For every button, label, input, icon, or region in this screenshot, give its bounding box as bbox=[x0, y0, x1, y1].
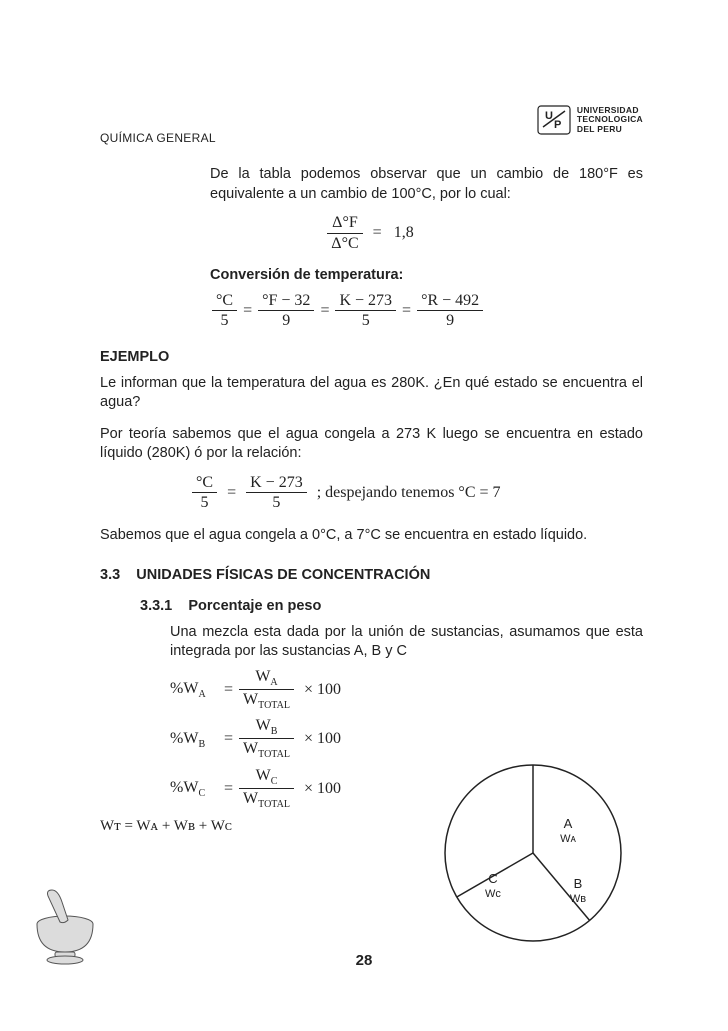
equals-sign: = bbox=[316, 302, 333, 319]
weight-formula-line: %WA=WAWTOTAL × 100 bbox=[170, 668, 643, 711]
eq-ex-lnum: °C bbox=[192, 474, 217, 494]
conversion-heading: Conversión de temperatura: bbox=[210, 266, 643, 286]
conv-term-den: 5 bbox=[212, 311, 237, 330]
eq-conversion-chain: °C5=°F − 329=K − 2735=°R − 4929 bbox=[210, 292, 643, 330]
eq-ratio-den: Δ°C bbox=[327, 234, 362, 253]
eq-ex-tail: ; despejando tenemos °C = 7 bbox=[313, 484, 505, 501]
course-title: QUÍMICA GENERAL bbox=[100, 130, 216, 146]
intro-paragraph: De la tabla podemos observar que un camb… bbox=[210, 165, 643, 204]
subsection-body: Una mezcla esta dada por la unión de sus… bbox=[170, 623, 643, 662]
subsection-title: Porcentaje en peso bbox=[188, 598, 321, 614]
eq-ex-rden: 5 bbox=[246, 493, 307, 512]
eq-ex-lden: 5 bbox=[192, 493, 217, 512]
eq-ratio-num: Δ°F bbox=[327, 214, 362, 234]
header-row: QUÍMICA GENERAL bbox=[100, 130, 643, 146]
conv-term-num: K − 273 bbox=[335, 292, 396, 312]
ejemplo-question: Le informan que la temperatura del agua … bbox=[100, 374, 643, 413]
svg-text:Wʙ: Wʙ bbox=[570, 893, 586, 905]
conv-term: °R − 4929 bbox=[417, 292, 483, 330]
equals-sign: = bbox=[398, 302, 415, 319]
conv-term-den: 9 bbox=[417, 311, 483, 330]
eq-ratio-rhs: 1,8 bbox=[390, 224, 418, 241]
eq-example: °C 5 = K − 273 5 ; despejando tenemos °C… bbox=[190, 474, 643, 512]
weight-formula-line: %WB=WBWTOTAL × 100 bbox=[170, 717, 643, 760]
svg-text:Wᴄ: Wᴄ bbox=[485, 888, 501, 900]
conv-term: °C5 bbox=[212, 292, 237, 330]
eq-delta-ratio: Δ°F Δ°C = 1,8 bbox=[100, 214, 643, 252]
section-number: 3.3 bbox=[100, 567, 120, 583]
equals-sign: = bbox=[369, 224, 390, 241]
svg-text:Wᴀ: Wᴀ bbox=[560, 833, 576, 845]
conv-term-num: °C bbox=[212, 292, 237, 312]
svg-text:A: A bbox=[564, 816, 573, 831]
eq-ex-rnum: K − 273 bbox=[246, 474, 307, 494]
conv-term-den: 5 bbox=[335, 311, 396, 330]
page: U P UNIVERSIDAD TECNOLOGICA DEL PERU QUÍ… bbox=[0, 0, 728, 1031]
mortar-icon bbox=[30, 886, 100, 973]
ejemplo-theory: Por teoría sabemos que el agua congela a… bbox=[100, 425, 643, 464]
conv-term: K − 2735 bbox=[335, 292, 396, 330]
subsection-number: 3.3.1 bbox=[140, 598, 172, 614]
svg-text:C: C bbox=[488, 871, 497, 886]
svg-text:B: B bbox=[574, 876, 583, 891]
page-number: 28 bbox=[0, 951, 728, 971]
content: De la tabla podemos observar que un camb… bbox=[100, 165, 643, 836]
conv-term-den: 9 bbox=[258, 311, 314, 330]
pie-chart: A Wᴀ B Wʙ C Wᴄ bbox=[438, 758, 628, 955]
subsection-3-3-1: 3.3.1 Porcentaje en peso bbox=[140, 597, 643, 617]
ejemplo-conclusion: Sabemos que el agua congela a 0°C, a 7°C… bbox=[100, 526, 643, 546]
conv-term-num: °R − 492 bbox=[417, 292, 483, 312]
section-3-3: 3.3 UNIDADES FÍSICAS DE CONCENTRACIÓN bbox=[100, 566, 643, 586]
section-title: UNIDADES FÍSICAS DE CONCENTRACIÓN bbox=[136, 567, 430, 583]
conv-term-num: °F − 32 bbox=[258, 292, 314, 312]
equals-sign: = bbox=[239, 302, 256, 319]
ejemplo-label: EJEMPLO bbox=[100, 348, 643, 368]
conv-term: °F − 329 bbox=[258, 292, 314, 330]
